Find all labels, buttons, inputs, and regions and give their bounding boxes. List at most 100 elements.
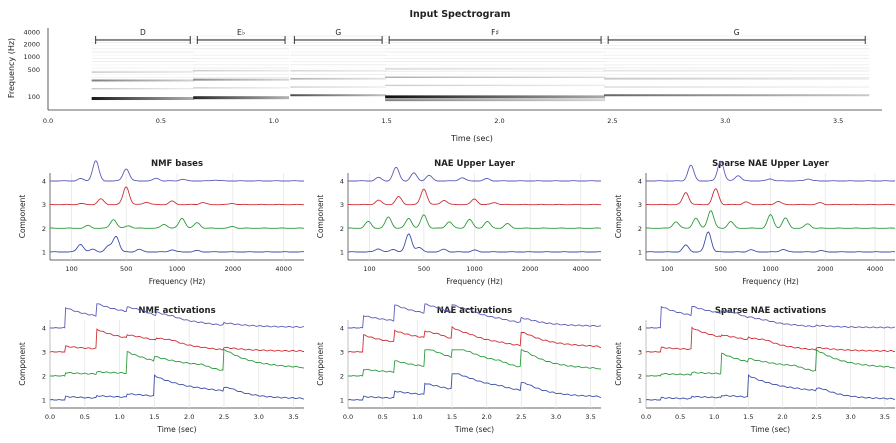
chart-xtick-label: 2000 — [522, 265, 539, 273]
spectrogram-band — [91, 79, 195, 82]
series-line-4 — [348, 166, 601, 182]
chart-xtick-label: 2000 — [817, 265, 834, 273]
chart-ytick-label: 1 — [340, 249, 344, 257]
series-line-3 — [49, 328, 305, 353]
note-label: G — [335, 28, 341, 37]
chart-ytick-label: 2 — [42, 225, 46, 233]
chart-xtick-label: 3.0 — [551, 413, 561, 421]
spectrogram-ytick-label: 2000 — [23, 40, 40, 48]
chart-xtick-label: 4000 — [572, 265, 589, 273]
spectrogram-ytick-label: 4000 — [23, 29, 40, 37]
chart-xtick-label: 3.5 — [880, 413, 890, 421]
chart-xtick-label: 500 — [120, 265, 132, 273]
spectrogram-xtick-label: 0.5 — [156, 117, 166, 125]
series-line-3 — [646, 188, 895, 206]
series-line-4 — [645, 305, 896, 329]
chart-xlabel: Time (sec) — [156, 425, 196, 434]
series-line-4 — [50, 160, 304, 182]
chart-ytick-label: 3 — [638, 349, 642, 357]
chart-ytick-label: 1 — [638, 249, 642, 257]
series-line-4 — [646, 160, 895, 182]
note-label: D — [140, 28, 146, 37]
chart-xtick-label: 1.0 — [114, 413, 124, 421]
spectrogram-panel: Input Spectrogram Frequency (Hz) Time (s… — [7, 9, 882, 143]
chart-ylabel: Component — [18, 342, 27, 386]
chart-xtick-label: 4000 — [867, 265, 884, 273]
series-line-1 — [645, 374, 895, 401]
chart-xtick-label: 0.5 — [80, 413, 90, 421]
spectrogram-band — [91, 71, 195, 73]
chart-ytick-label: 4 — [42, 325, 46, 333]
chart-ytick-label: 3 — [42, 349, 46, 357]
chart-panel: NMF activations Component Time (sec) 1 2 3 4 0.… — [18, 303, 305, 434]
chart-xtick-label: 3.0 — [254, 413, 264, 421]
series-line-2 — [347, 349, 602, 377]
note-label: F♯ — [491, 28, 499, 37]
spectrogram-xtick-label: 1.0 — [269, 117, 279, 125]
spectrogram-ytick-label: 1000 — [23, 53, 40, 61]
spectrogram-band — [385, 95, 606, 99]
chart-xtick-label: 1.5 — [447, 413, 457, 421]
chart-xtick-label: 1.0 — [412, 413, 422, 421]
chart-ytick-label: 1 — [42, 397, 46, 405]
spectrogram-xtick-label: 3.5 — [833, 117, 843, 125]
series-line-1 — [347, 373, 602, 401]
chart-ytick-label: 2 — [340, 373, 344, 381]
chart-xtick-label: 0.5 — [377, 413, 387, 421]
chart-title: Sparse NAE Upper Layer — [712, 159, 830, 169]
chart-xlabel: Time (sec) — [750, 425, 790, 434]
spectrogram-ytick-label: 500 — [28, 66, 40, 74]
chart-xtick-label: 3.5 — [288, 413, 298, 421]
chart-title: Sparse NAE activations — [715, 306, 826, 316]
chart-xtick-label: 0.0 — [641, 413, 651, 421]
chart-ytick-label: 2 — [638, 225, 642, 233]
spectrogram-xlabel: Time (sec) — [450, 134, 493, 143]
spectrogram-band — [385, 84, 606, 87]
series-line-4 — [347, 303, 601, 329]
spectrogram-ylabel: Frequency (Hz) — [7, 38, 16, 98]
series-line-3 — [347, 326, 602, 353]
spectrogram-band — [385, 68, 606, 70]
chart-ytick-label: 3 — [340, 201, 344, 209]
chart-title: NMF bases — [151, 159, 203, 169]
chart-xtick-label: 100 — [65, 265, 77, 273]
chart-panel: NAE activations Component Time (sec) 1 2 3 4 0.… — [316, 303, 602, 434]
chart-ylabel: Component — [614, 195, 623, 239]
spectrogram-band — [385, 76, 606, 78]
chart-title: NMF activations — [138, 306, 215, 316]
series-line-1 — [347, 233, 601, 253]
chart-ytick-label: 1 — [340, 397, 344, 405]
spectrogram-band — [604, 78, 870, 80]
spectrogram-band — [290, 78, 387, 80]
spectrogram-band — [604, 69, 870, 72]
chart-xtick-label: 2.0 — [184, 413, 194, 421]
chart-ylabel: Component — [316, 195, 325, 239]
chart-xtick-label: 2.5 — [811, 413, 821, 421]
chart-title: NAE activations — [437, 306, 512, 316]
spectrogram-title: Input Spectrogram — [410, 9, 511, 20]
spectrogram-band — [193, 87, 290, 89]
chart-xtick-label: 4000 — [275, 265, 292, 273]
spectrogram-band — [91, 87, 195, 90]
chart-ytick-label: 3 — [340, 349, 344, 357]
chart-xtick-label: 2.5 — [219, 413, 229, 421]
chart-ylabel: Component — [614, 342, 623, 386]
chart-xtick-label: 500 — [714, 265, 726, 273]
chart-ytick-label: 2 — [42, 373, 46, 381]
spectrogram-band — [290, 86, 387, 88]
note-label: G — [734, 28, 740, 37]
chart-ytick-label: 3 — [42, 201, 46, 209]
series-line-1 — [49, 236, 304, 253]
chart-xtick-label: 0.0 — [343, 413, 353, 421]
series-line-2 — [646, 210, 896, 229]
chart-panel: NMF bases Component Frequency (Hz) 1 2 3 4 100 5… — [18, 159, 305, 286]
series-line-3 — [348, 188, 601, 206]
spectrogram-xtick-label: 1.5 — [381, 117, 391, 125]
series-line-4 — [49, 303, 304, 329]
spectrogram-xtick-label: 0.0 — [43, 117, 53, 125]
chart-ylabel: Component — [18, 195, 27, 239]
chart-title: NAE Upper Layer — [434, 159, 516, 169]
chart-xlabel: Frequency (Hz) — [446, 277, 503, 286]
spectrogram-band — [604, 86, 870, 88]
